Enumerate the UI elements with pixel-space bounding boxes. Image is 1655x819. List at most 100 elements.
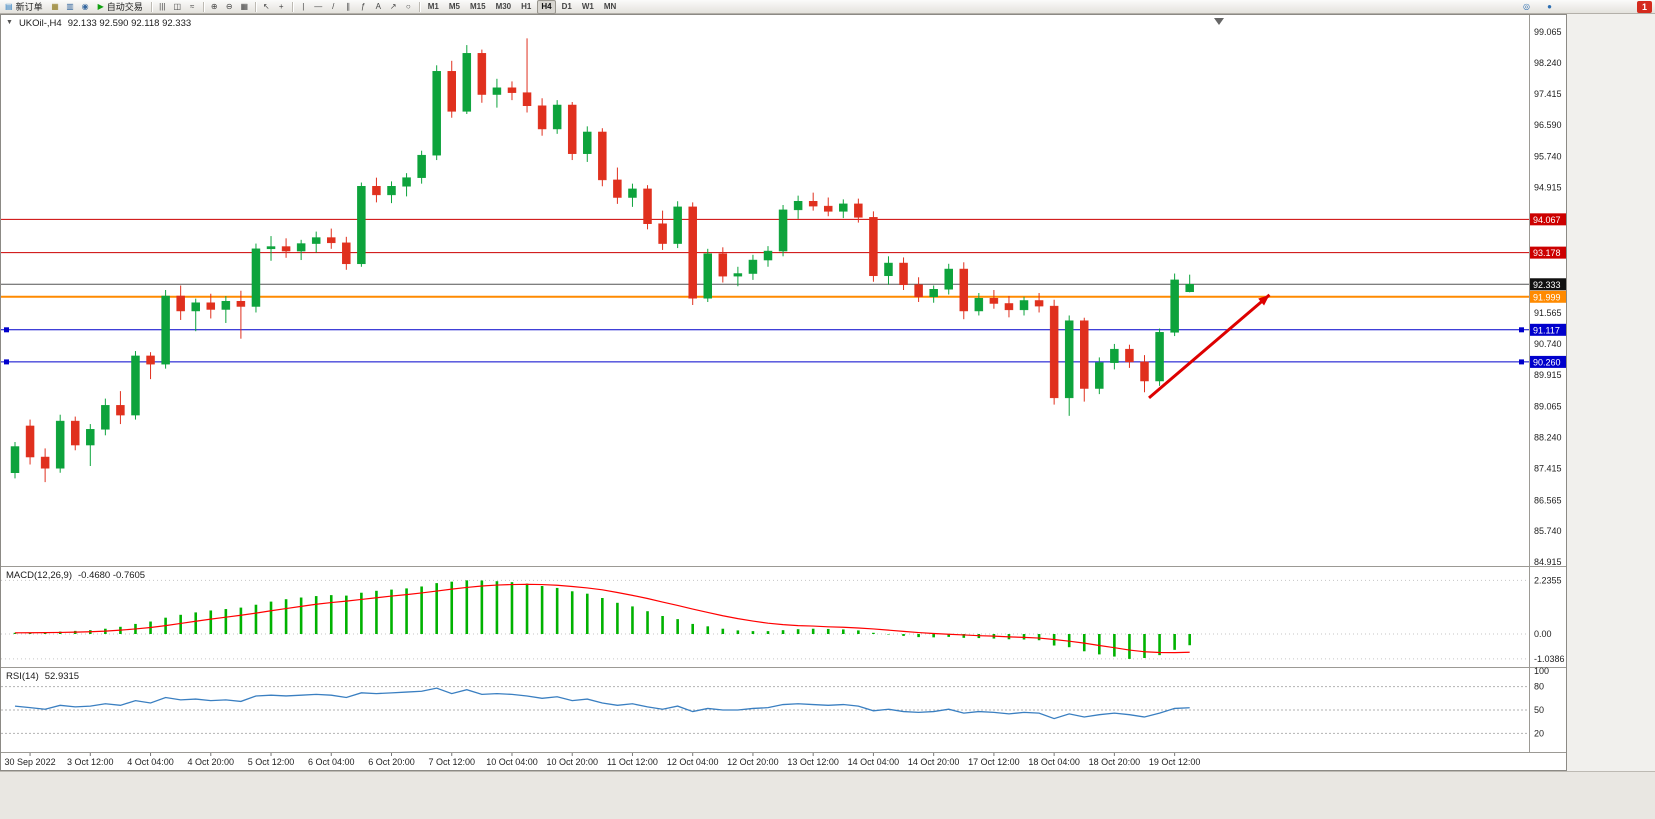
line-handle[interactable] — [4, 359, 9, 365]
profiles-icon[interactable]: ▥ — [66, 2, 74, 11]
svg-text:5 Oct 12:00: 5 Oct 12:00 — [248, 757, 295, 767]
chart-canvas[interactable]: 99.065 98.240 97.415 96.590 95.740 94.915 91.5… — [1, 15, 1566, 770]
cursor-icon[interactable]: ↖ — [262, 2, 270, 11]
line-chart-icon[interactable]: ≈ — [190, 2, 195, 11]
auto-trading-button[interactable]: ▶ 自动交易 — [93, 0, 148, 13]
svg-text:12 Oct 20:00: 12 Oct 20:00 — [727, 757, 779, 767]
timeframe-M1[interactable]: M1 — [427, 1, 439, 11]
svg-text:94.915: 94.915 — [1534, 183, 1562, 193]
candlestick-icon[interactable]: ◫ — [173, 2, 182, 11]
rsi-line — [14, 687, 1190, 720]
toolbar-separator — [291, 1, 293, 12]
svg-text:3 Oct 12:00: 3 Oct 12:00 — [67, 757, 114, 767]
zoom-out-icon[interactable]: ⊖ — [225, 2, 233, 11]
macd-values: -0.4680 -0.7605 — [78, 570, 146, 581]
svg-text:86.565: 86.565 — [1534, 495, 1562, 505]
fibonacci-icon[interactable]: ƒ — [361, 2, 366, 11]
svg-text:10 Oct 20:00: 10 Oct 20:00 — [546, 757, 598, 767]
svg-text:90.740: 90.740 — [1534, 339, 1562, 349]
svg-text:85.740: 85.740 — [1534, 526, 1562, 536]
timeframe-H1[interactable]: H1 — [521, 1, 532, 11]
svg-text:4 Oct 20:00: 4 Oct 20:00 — [188, 757, 235, 767]
svg-text:90.260: 90.260 — [1533, 357, 1561, 367]
svg-text:92.333: 92.333 — [1533, 280, 1561, 290]
svg-text:20: 20 — [1534, 728, 1544, 738]
text-tool-icon[interactable]: A — [375, 2, 381, 11]
svg-text:91.565: 91.565 — [1534, 308, 1562, 318]
line-handle[interactable] — [1519, 327, 1524, 333]
trendline-icon[interactable]: / — [332, 2, 335, 11]
svg-text:94.067: 94.067 — [1533, 215, 1561, 225]
svg-text:89.065: 89.065 — [1534, 402, 1562, 412]
svg-text:11 Oct 12:00: 11 Oct 12:00 — [607, 757, 658, 767]
svg-text:18 Oct 20:00: 18 Oct 20:00 — [1089, 757, 1141, 767]
svg-text:14 Oct 20:00: 14 Oct 20:00 — [908, 757, 960, 767]
timeframe-D1[interactable]: D1 — [561, 1, 572, 11]
arrow-tool-icon[interactable]: ↗ — [389, 2, 397, 11]
svg-text:100: 100 — [1534, 666, 1549, 676]
price-tag-93.178 — [1530, 246, 1566, 259]
chat-icon[interactable]: ● — [1547, 2, 1552, 11]
main-toolbar: ▤ 新订单 ▦ ▥ ◉ ▶ 自动交易 ||| ◫ ≈ ⊕ ⊖ ▦ ↖ + | — / ∥ ƒ A ↗ ○ M1 M5 M15 M30… — [0, 0, 1655, 14]
timeframe-MN[interactable]: MN — [603, 1, 617, 11]
price-tag-92.333 — [1530, 278, 1566, 291]
svg-text:96.590: 96.590 — [1534, 120, 1562, 130]
bar-chart-icon[interactable]: ||| — [159, 2, 166, 11]
timeframe-W1[interactable]: W1 — [581, 1, 594, 11]
svg-text:12 Oct 04:00: 12 Oct 04:00 — [667, 757, 719, 767]
svg-text:91.117: 91.117 — [1533, 325, 1560, 335]
svg-text:-1.0386: -1.0386 — [1534, 654, 1565, 664]
zoom-in-icon[interactable]: ⊕ — [210, 2, 218, 11]
svg-text:99.065: 99.065 — [1534, 27, 1562, 37]
line-handle[interactable] — [1519, 359, 1524, 365]
svg-text:93.178: 93.178 — [1533, 248, 1561, 258]
svg-text:7 Oct 12:00: 7 Oct 12:00 — [428, 757, 475, 767]
toolbar-separator — [254, 1, 256, 12]
vertical-line-icon[interactable]: | — [302, 2, 305, 11]
rsi-value: 52.9315 — [44, 671, 80, 682]
svg-text:87.415: 87.415 — [1534, 463, 1562, 473]
auto-trading-label: 自动交易 — [106, 2, 143, 12]
chart-window: ▼ UKOil-,H4 92.133 92.590 92.118 92.333 … — [0, 14, 1567, 771]
chart-shift-marker-icon[interactable] — [1214, 18, 1224, 25]
svg-text:19 Oct 12:00: 19 Oct 12:00 — [1149, 757, 1201, 767]
search-icon[interactable]: ◎ — [1523, 2, 1530, 11]
status-bar-area — [0, 771, 1655, 819]
notification-badge[interactable]: 1 — [1637, 0, 1652, 13]
new-order-icon: ▤ — [5, 2, 13, 11]
svg-text:18 Oct 04:00: 18 Oct 04:00 — [1028, 757, 1080, 767]
svg-text:89.915: 89.915 — [1534, 370, 1562, 380]
play-icon: ▶ — [97, 2, 104, 11]
chart-menu-icon[interactable]: ▼ — [6, 19, 13, 26]
svg-text:13 Oct 12:00: 13 Oct 12:00 — [787, 757, 839, 767]
svg-text:6 Oct 20:00: 6 Oct 20:00 — [368, 757, 415, 767]
toolbar-separator — [418, 1, 420, 12]
timeframe-H4[interactable]: H4 — [537, 0, 556, 14]
price-tag-94.067 — [1530, 213, 1566, 226]
toolbar-separator — [150, 1, 152, 12]
svg-text:30 Sep 2022: 30 Sep 2022 — [5, 757, 56, 767]
svg-text:95.740: 95.740 — [1534, 152, 1562, 162]
new-order-button[interactable]: ▤ 新订单 — [0, 0, 48, 13]
sound-alert-icon[interactable]: ◉ — [81, 2, 89, 11]
timeframe-M5[interactable]: M5 — [448, 1, 460, 11]
tile-windows-icon[interactable]: ▦ — [240, 2, 249, 11]
rsi-indicator-label: RSI(14) 52.9315 — [6, 671, 79, 682]
timeframe-M15[interactable]: M15 — [470, 1, 486, 11]
line-handle[interactable] — [4, 327, 9, 333]
svg-text:2.2355: 2.2355 — [1534, 575, 1562, 585]
toolbar-separator — [202, 1, 204, 12]
horizontal-line-icon[interactable]: — — [314, 2, 323, 11]
chart-title-bar: ▼ UKOil-,H4 92.133 92.590 92.118 92.333 — [6, 18, 191, 29]
crosshair-icon[interactable]: + — [278, 2, 284, 11]
svg-text:84.915: 84.915 — [1534, 557, 1562, 567]
channel-icon[interactable]: ∥ — [346, 2, 351, 11]
toolbar-right-icons: ◎ ● — [1519, 0, 1557, 13]
svg-text:80: 80 — [1534, 682, 1544, 692]
svg-text:6 Oct 04:00: 6 Oct 04:00 — [308, 757, 355, 767]
timeframe-M30[interactable]: M30 — [495, 1, 512, 11]
shapes-icon[interactable]: ○ — [405, 2, 411, 11]
charts-window-icon[interactable]: ▦ — [51, 2, 59, 11]
trend-arrow[interactable] — [1148, 293, 1271, 399]
